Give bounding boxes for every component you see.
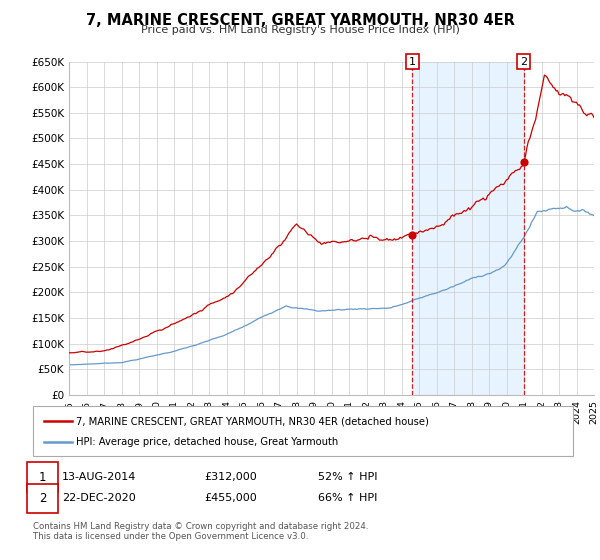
Text: 7, MARINE CRESCENT, GREAT YARMOUTH, NR30 4ER (detached house): 7, MARINE CRESCENT, GREAT YARMOUTH, NR30… <box>76 416 429 426</box>
Point <box>519 157 529 166</box>
Text: 13-AUG-2014: 13-AUG-2014 <box>62 472 136 482</box>
Bar <box>412 62 524 395</box>
Text: 7, MARINE CRESCENT, GREAT YARMOUTH, NR30 4ER: 7, MARINE CRESCENT, GREAT YARMOUTH, NR30… <box>86 13 514 28</box>
Point <box>407 230 417 239</box>
Text: £312,000: £312,000 <box>204 472 257 482</box>
Text: £455,000: £455,000 <box>204 493 257 503</box>
Text: 22-DEC-2020: 22-DEC-2020 <box>62 493 136 503</box>
Text: 1: 1 <box>39 470 46 484</box>
Text: 2: 2 <box>39 492 46 505</box>
Text: Contains HM Land Registry data © Crown copyright and database right 2024.
This d: Contains HM Land Registry data © Crown c… <box>33 522 368 542</box>
Text: 66% ↑ HPI: 66% ↑ HPI <box>318 493 377 503</box>
Text: 1: 1 <box>409 57 416 67</box>
Text: Price paid vs. HM Land Registry's House Price Index (HPI): Price paid vs. HM Land Registry's House … <box>140 25 460 35</box>
Text: 52% ↑ HPI: 52% ↑ HPI <box>318 472 377 482</box>
Text: HPI: Average price, detached house, Great Yarmouth: HPI: Average price, detached house, Grea… <box>76 437 338 447</box>
Text: 2: 2 <box>520 57 527 67</box>
